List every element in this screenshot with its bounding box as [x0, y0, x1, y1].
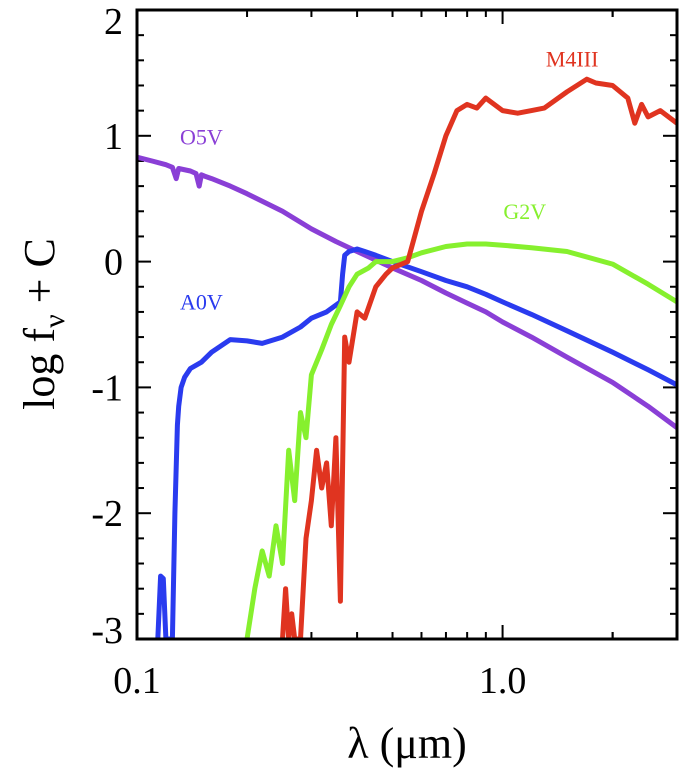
series-line-a0v: [155, 246, 677, 639]
series-line-m4iii: [280, 76, 677, 639]
plot-frame: [135, 8, 679, 641]
series-label-g2v: G2V: [503, 199, 546, 224]
y-tick-label: 2: [104, 1, 123, 43]
series-line-o5v: [137, 154, 677, 431]
series-labels: O5V A0V G2V M4III: [180, 47, 598, 315]
y-tick-label: -2: [91, 493, 123, 535]
y-tick-label: 0: [104, 242, 123, 284]
series-label-m4iii: M4III: [546, 47, 599, 72]
x-tick-label: 1.0: [479, 660, 527, 702]
x-tick-label: 0.1: [113, 660, 161, 702]
series-label-o5v: O5V: [180, 125, 223, 150]
series-label-a0v: A0V: [180, 289, 223, 314]
y-tick-label: 1: [104, 116, 123, 158]
tick-labels: 0.1 1.0 2 1 0 -1 -2 -3: [91, 1, 526, 702]
y-tick-label: -3: [91, 610, 123, 652]
series-line-g2v: [244, 241, 677, 639]
y-axis-title: log fν + C: [15, 238, 71, 410]
series-lines: [137, 76, 677, 639]
x-axis-title: λ (μm): [347, 719, 466, 768]
y-tick-label: -1: [91, 367, 123, 409]
axis-ticks: [136, 9, 678, 640]
